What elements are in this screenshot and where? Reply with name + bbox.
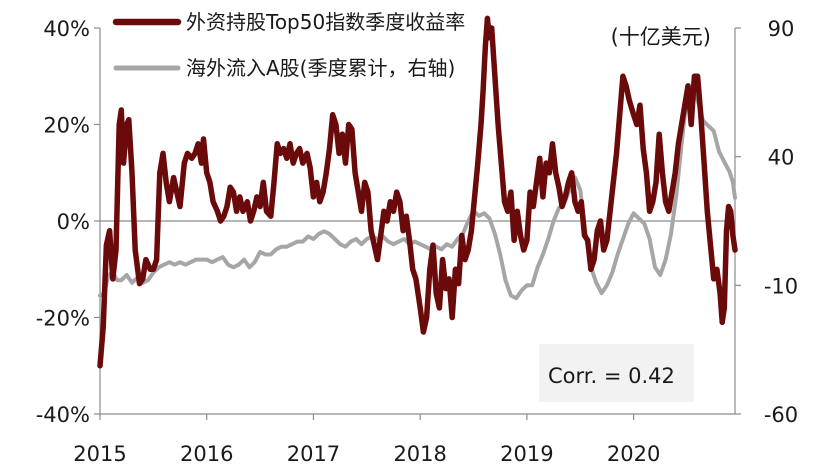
x-tick-label: 2020 xyxy=(607,442,660,466)
right-tick-label: -60 xyxy=(764,403,798,427)
x-tick-label: 2017 xyxy=(287,442,340,466)
series-line-inflow xyxy=(98,87,737,301)
right-tick-label: 90 xyxy=(768,17,795,41)
left-tick-label: 40% xyxy=(43,17,90,41)
x-tick-label: 2015 xyxy=(73,442,126,466)
right-tick-label: -10 xyxy=(764,274,798,298)
right-tick-label: 40 xyxy=(768,146,795,170)
left-tick-label: -20% xyxy=(36,307,90,331)
x-tick-label: 2016 xyxy=(180,442,233,466)
x-tick-label: 2019 xyxy=(500,442,553,466)
right-axis-unit: (十亿美元) xyxy=(611,25,711,49)
series-layer xyxy=(97,15,738,369)
correlation-box xyxy=(539,344,694,402)
left-tick-label: 20% xyxy=(43,114,90,138)
left-tick-label: 0% xyxy=(57,210,90,234)
correlation-text: Corr. = 0.42 xyxy=(548,364,675,388)
axes: -40% -20% 0% 20% 40% -60 -10 40 90 2015 2016 2017 20… xyxy=(36,17,798,466)
correlation-annotation: Corr. = 0.42 xyxy=(539,344,694,402)
legend-entry-return-label: 外资持股Top50指数季度收益率 xyxy=(186,10,465,34)
x-tick-label: 2018 xyxy=(393,442,446,466)
legend-entry-inflow-label: 海外流入A股(季度累计，右轴) xyxy=(186,56,455,80)
left-tick-label: -40% xyxy=(36,403,90,427)
series-line-return xyxy=(97,15,738,369)
